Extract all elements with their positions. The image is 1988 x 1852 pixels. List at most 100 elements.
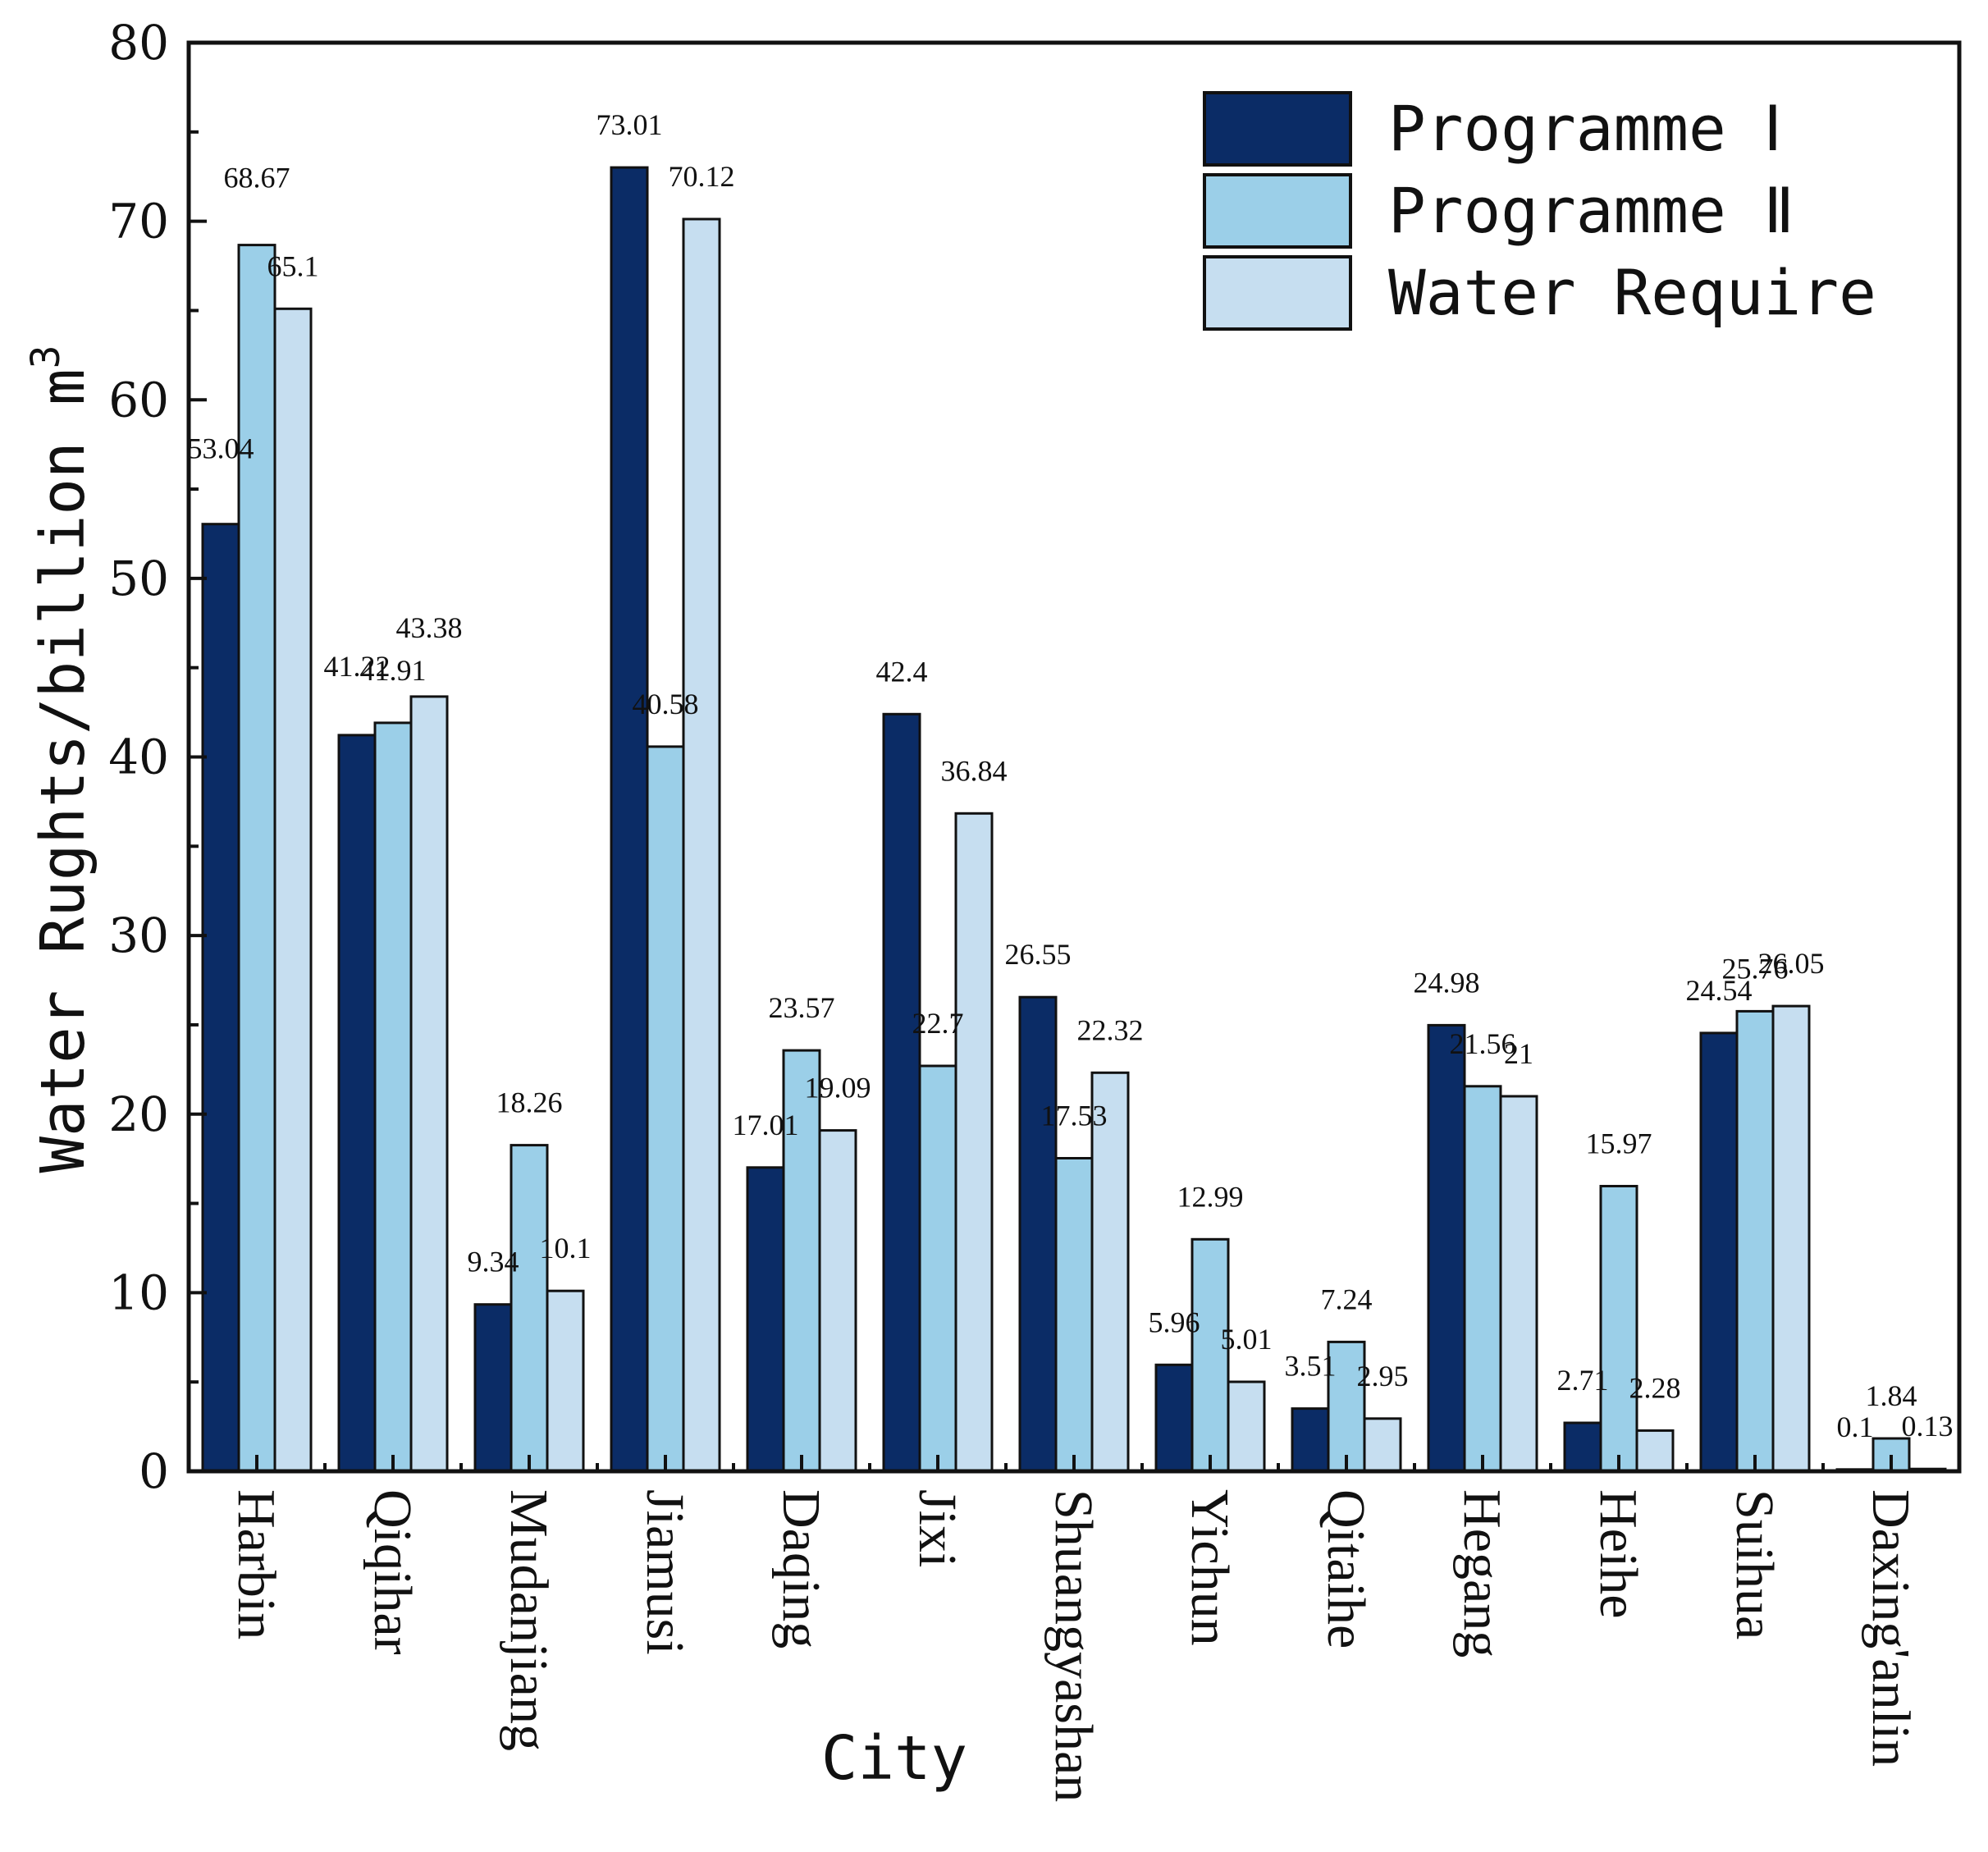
data-label: 21.56 [1450,1027,1516,1060]
bar-daqing-series-3 [818,1129,857,1473]
y-tick-label: 10 [108,1264,169,1320]
y-tick-label: 40 [108,729,169,785]
bar-jiamusi-series-1 [610,166,649,1473]
data-label: 25.76 [1722,952,1789,985]
y-tick-label: 0 [139,1443,169,1499]
y-tick-label: 20 [108,1086,169,1142]
x-axis-ticks [255,1455,1893,1471]
bar-harbin-series-1 [201,523,240,1473]
bar-mudanjiang-series-1 [473,1303,513,1473]
category-label-qiqihar: Qiqihar [363,1489,423,1655]
y-axis-title: Water Rughts/billion m3 [23,345,98,1173]
bar-jiamusi-series-2 [646,745,685,1473]
bar-qiqihar-series-1 [337,734,377,1473]
legend: Programme Ⅰ Programme Ⅱ Water Require [1203,91,1876,331]
bar-qitaihe-series-1 [1291,1407,1330,1473]
data-label: 70.12 [669,160,735,193]
bar-shuangyashan-series-2 [1054,1157,1094,1473]
category-label-hegang: Hegang [1452,1489,1512,1658]
data-label: 41.91 [360,654,427,687]
bar-qiqihar-series-3 [409,695,449,1473]
data-label: 2.71 [1557,1364,1609,1397]
bar-mudanjiang-series-2 [510,1144,549,1473]
category-label-jiamusi: Jiamusi [635,1489,695,1655]
category-label-daxinganlin: Daxing'anlin [1861,1489,1921,1767]
legend-label-series-3: Water Require [1388,256,1876,329]
y-tick-label: 60 [108,372,169,428]
data-label: 24.54 [1686,974,1753,1007]
y-tick-label: 30 [108,908,169,963]
data-label: 5.96 [1149,1306,1200,1338]
bar-daqing-series-1 [746,1166,785,1473]
data-label: 68.67 [224,162,290,194]
bar-jixi-series-3 [954,812,994,1473]
bar-yichun-series-3 [1227,1380,1266,1473]
y-axis-title-superscript: 3 [23,345,69,368]
legend-swatch-series-3 [1203,255,1352,331]
category-label-suihua: Suihua [1725,1489,1785,1639]
data-label: 0.13 [1902,1410,1954,1443]
data-label: 5.01 [1221,1323,1273,1356]
bar-hegang-series-2 [1463,1085,1502,1473]
data-label: 7.24 [1321,1283,1373,1315]
data-label: 24.98 [1414,966,1480,999]
bar-suihua-series-2 [1735,1009,1775,1473]
y-axis-title-text: Water Rughts/billion m [28,368,98,1173]
y-tick-label: 50 [108,551,169,606]
category-label-mudanjiang: Mudanjiang [499,1489,559,1751]
data-label: 2.95 [1357,1360,1409,1392]
legend-swatch-series-1 [1203,91,1352,167]
bar-harbin-series-2 [237,244,276,1473]
bar-qitaihe-series-3 [1363,1417,1402,1473]
legend-label-series-1: Programme Ⅰ [1388,92,1782,165]
y-axis-ticks [189,41,207,1473]
y-tick-label: 70 [108,194,169,249]
data-label: 21 [1504,1037,1533,1070]
category-label-daqing: Daqing [771,1489,831,1649]
legend-label-series-2: Programme Ⅱ [1388,174,1794,247]
x-axis-category-labels: Harbin Qiqihar Mudanjiang Jiamusi Daqing Jixi… [226,1489,1921,1802]
bar-qiqihar-series-2 [373,721,413,1473]
data-label: 17.53 [1041,1100,1108,1132]
bar-jiamusi-series-3 [682,217,721,1473]
data-label: 40.58 [633,688,699,720]
bar-suihua-series-3 [1771,1004,1811,1473]
bar-shuangyashan-series-1 [1018,995,1058,1473]
data-label: 12.99 [1177,1180,1244,1213]
data-label: 1.84 [1866,1379,1917,1412]
data-label: 19.09 [805,1072,871,1104]
bar-hegang-series-1 [1427,1023,1466,1473]
data-label: 17.01 [733,1109,799,1141]
data-label: 26.55 [1005,938,1072,971]
bar-heihe-series-1 [1563,1421,1602,1473]
bar-suihua-series-1 [1699,1031,1739,1473]
bar-mudanjiang-series-3 [546,1289,585,1473]
bar-jixi-series-2 [918,1064,957,1473]
data-label: 22.32 [1077,1013,1144,1046]
category-label-qitaihe: Qitaihe [1316,1489,1376,1649]
data-label: 26.05 [1758,947,1825,980]
data-label: 9.34 [468,1246,519,1278]
bar-jixi-series-1 [882,712,921,1473]
bar-shuangyashan-series-3 [1090,1071,1130,1473]
data-label: 3.51 [1285,1350,1337,1383]
data-label: 42.4 [876,655,928,688]
data-label: 2.28 [1629,1371,1681,1404]
y-axis-tick-labels: 0 10 20 30 40 50 60 70 80 [108,15,169,1499]
data-label: 10.1 [540,1232,592,1264]
bar-yichun-series-1 [1154,1363,1194,1473]
x-axis-title: City [821,1723,967,1794]
data-label: 23.57 [769,991,835,1024]
category-label-harbin: Harbin [226,1489,286,1639]
data-label: 43.38 [396,611,463,644]
data-label: 0.1 [1837,1411,1874,1443]
data-label: 36.84 [941,754,1008,787]
bar-hegang-series-3 [1499,1095,1538,1473]
data-label: 22.7 [912,1007,964,1040]
data-label: 41.22 [324,650,391,683]
bar-harbin-series-3 [273,307,313,1473]
y-tick-label: 80 [108,15,169,71]
bar-daqing-series-2 [782,1049,821,1473]
